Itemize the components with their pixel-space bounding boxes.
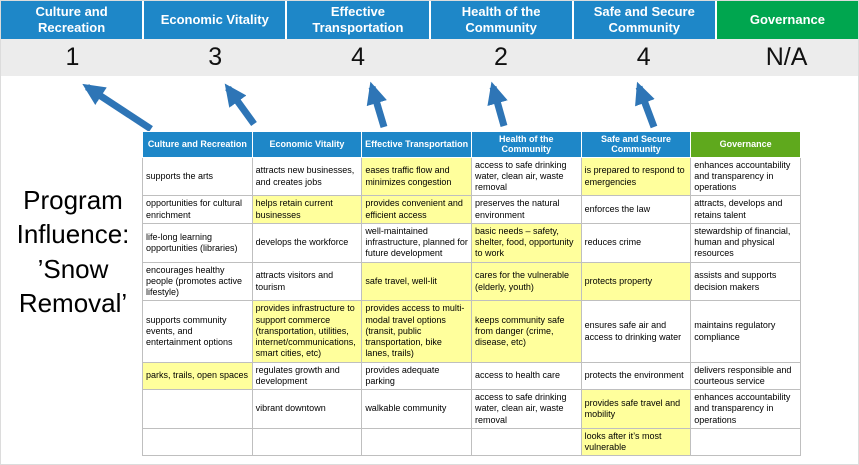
matrix-header-row: Culture and Recreation Economic Vitality E…: [142, 131, 801, 158]
matrix-cell: access to health care: [470, 361, 582, 391]
pillar-score-health-of-the-community: 2: [493, 43, 508, 71]
matrix-cell: well-maintained infrastructure, planned …: [361, 222, 472, 263]
matrix-cell: life-long learning opportunities (librar…: [142, 222, 253, 263]
matrix-cell: provides convenient and efficient access: [361, 195, 472, 224]
matrix-cell: enhances accountability and transparency…: [690, 389, 801, 429]
matrix-row: parks, trails, open spaces regulates grow…: [142, 361, 801, 391]
matrix-cell: keeps community safe from danger (crime,…: [470, 300, 582, 363]
matrix-cell: [142, 389, 253, 429]
matrix-cell: safe travel, well-lit: [361, 261, 472, 302]
matrix-header-governance: Governance: [690, 131, 801, 158]
influence-arrow-icon: [635, 81, 658, 129]
pillar-score-economic-vitality: 3: [208, 43, 223, 71]
matrix-cell: helps retain current businesses: [251, 195, 363, 224]
matrix-header-culture-and-recreation: Culture and Recreation: [142, 131, 253, 158]
matrix-cell: provides access to multi-modal travel op…: [361, 300, 472, 363]
matrix-cell: encourages healthy people (promotes acti…: [142, 261, 253, 302]
matrix-cell: attracts visitors and tourism: [251, 261, 363, 302]
matrix-row: vibrant downtown walkable community access…: [142, 389, 801, 429]
matrix-cell: opportunities for cultural enrichment: [142, 195, 253, 224]
matrix-row: supports community events, and entertain…: [142, 300, 801, 363]
matrix-header-safe-and-secure-community: Safe and Secure Community: [580, 131, 692, 158]
matrix-header-economic-vitality: Economic Vitality: [251, 131, 363, 158]
influence-arrows: [82, 81, 658, 132]
matrix-cell: provides infrastructure to support comme…: [251, 300, 363, 363]
matrix-cell: parks, trails, open spaces: [142, 361, 253, 391]
matrix-cell: develops the workforce: [251, 222, 363, 263]
pillar-header-row: Culture and Recreation Economic Vitality E…: [1, 1, 858, 39]
matrix-cell: [690, 427, 801, 457]
matrix-cell: eases traffic flow and minimizes congest…: [361, 156, 472, 197]
pillar-score-row: 1 3 4 2 4 N/A: [1, 39, 858, 76]
pillar-header-governance: Governance: [716, 1, 858, 39]
pillar-score-effective-transportation: 4: [351, 43, 366, 71]
influence-arrow-icon: [224, 83, 257, 127]
matrix-cell: [361, 427, 472, 457]
influence-matrix: Culture and Recreation Economic Vitality E…: [142, 131, 801, 457]
influence-arrow-icon: [366, 81, 388, 129]
matrix-row: opportunities for cultural enrichment hel…: [142, 195, 801, 224]
pillar-header-culture-and-recreation: Culture and Recreation: [1, 1, 145, 39]
pillar-header-effective-transportation: Effective Transportation: [287, 1, 431, 39]
pillar-header-safe-and-secure-community: Safe and Secure Community: [573, 1, 717, 39]
matrix-cell: maintains regulatory compliance: [690, 300, 801, 363]
matrix-cell: supports the arts: [142, 156, 253, 197]
matrix-cell: enhances accountability and transparency…: [690, 156, 801, 197]
matrix-cell: delivers responsible and courteous servi…: [690, 361, 801, 391]
influence-arrow-icon: [487, 81, 508, 127]
matrix-cell: protects the environment: [580, 361, 692, 391]
matrix-row: supports the arts attracts new businesses…: [142, 156, 801, 197]
matrix-cell: walkable community: [361, 389, 472, 429]
matrix-cell: [142, 427, 253, 457]
pillar-header-health-of-the-community: Health of the Community: [430, 1, 574, 39]
matrix-cell: assists and supports decision makers: [690, 261, 801, 302]
matrix-cell: stewardship of financial, human and phys…: [690, 222, 801, 263]
matrix-cell: attracts, develops and retains talent: [690, 195, 801, 224]
matrix-cell: is prepared to respond to emergencies: [580, 156, 692, 197]
influence-arrow-icon: [82, 83, 153, 132]
matrix-cell: provides adequate parking: [361, 361, 472, 391]
pillar-header-economic-vitality: Economic Vitality: [144, 1, 288, 39]
matrix-cell: attracts new businesses, and creates job…: [251, 156, 363, 197]
matrix-cell: supports community events, and entertain…: [142, 300, 253, 363]
matrix-cell: access to safe drinking water, clean air…: [470, 156, 582, 197]
matrix-cell: provides safe travel and mobility: [580, 389, 692, 429]
matrix-cell: reduces crime: [580, 222, 692, 263]
influence-matrix-table: Culture and Recreation Economic Vitality E…: [142, 131, 801, 457]
matrix-cell: preserves the natural environment: [470, 195, 582, 224]
matrix-cell: vibrant downtown: [251, 389, 363, 429]
matrix-cell: basic needs – safety, shelter, food, opp…: [470, 222, 582, 263]
pillar-score-governance: N/A: [765, 43, 808, 71]
matrix-cell: cares for the vulnerable (elderly, youth…: [470, 261, 582, 302]
matrix-cell: regulates growth and development: [251, 361, 363, 391]
matrix-row: life-long learning opportunities (librar…: [142, 222, 801, 263]
matrix-header-effective-transportation: Effective Transportation: [361, 131, 472, 158]
matrix-cell: access to safe drinking water, clean air…: [470, 389, 582, 429]
matrix-cell: protects property: [580, 261, 692, 302]
matrix-cell: ensures safe air and access to drinking …: [580, 300, 692, 363]
pillar-score-safe-and-secure-community: 4: [636, 43, 651, 71]
pillar-score-culture-and-recreation: 1: [65, 43, 80, 71]
matrix-cell: enforces the law: [580, 195, 692, 224]
matrix-cell: looks after it’s most vulnerable: [580, 427, 692, 457]
matrix-header-health-of-the-community: Health of the Community: [470, 131, 582, 158]
matrix-row: looks after it’s most vulnerable: [142, 427, 801, 457]
program-influence-label: Program Influence: ’Snow Removal’: [16, 185, 130, 318]
matrix-row: encourages healthy people (promotes acti…: [142, 261, 801, 302]
matrix-cell: [470, 427, 582, 457]
matrix-cell: [251, 427, 363, 457]
